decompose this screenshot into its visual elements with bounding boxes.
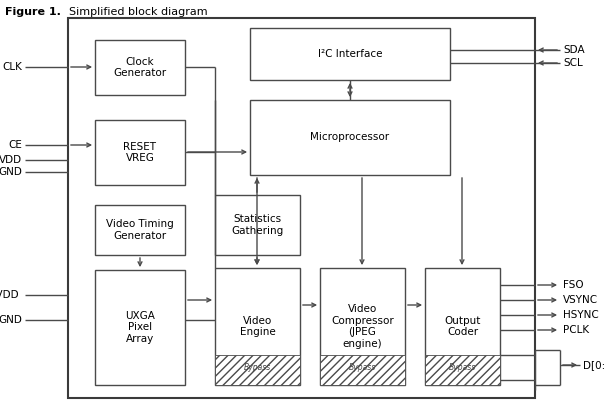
Text: FSO: FSO	[563, 280, 584, 290]
Bar	[95, 205, 185, 255]
Bar	[95, 120, 185, 185]
Text: VDD: VDD	[0, 155, 22, 165]
Bar	[215, 355, 300, 385]
Text: Output
Coder: Output Coder	[444, 316, 481, 337]
Bar	[320, 355, 405, 385]
Text: Video Timing
Generator: Video Timing Generator	[106, 219, 174, 241]
Bar	[68, 18, 535, 398]
Bar	[425, 355, 500, 385]
Text: Microprocessor: Microprocessor	[310, 133, 390, 142]
Bar	[95, 40, 185, 95]
Text: HSYNC: HSYNC	[563, 310, 599, 320]
Text: Video
Engine: Video Engine	[240, 316, 275, 337]
Text: CLK: CLK	[2, 62, 22, 72]
Bar	[215, 195, 300, 255]
Text: Bypass: Bypass	[349, 364, 376, 373]
Bar	[250, 100, 450, 175]
Text: Statistics
Gathering: Statistics Gathering	[231, 214, 284, 236]
Text: VSYNC: VSYNC	[563, 295, 598, 305]
Bar	[425, 268, 500, 385]
Text: I²C Interface: I²C Interface	[318, 49, 382, 59]
Text: Simplified block diagram: Simplified block diagram	[55, 7, 208, 17]
Bar	[215, 268, 300, 385]
Text: D[0:7]: D[0:7]	[583, 360, 605, 370]
Text: SCL: SCL	[563, 58, 583, 68]
Bar	[250, 28, 450, 80]
Text: GND: GND	[0, 315, 22, 325]
Text: CE: CE	[8, 140, 22, 150]
Text: Bypass: Bypass	[449, 364, 476, 373]
Text: SDA: SDA	[563, 45, 584, 55]
Bar	[320, 268, 405, 385]
Text: Video
Compressor
(JPEG
engine): Video Compressor (JPEG engine)	[331, 304, 394, 349]
Text: Clock
Generator: Clock Generator	[114, 57, 166, 78]
Text: RESET
VREG: RESET VREG	[123, 142, 157, 163]
Bar	[95, 270, 185, 385]
Text: AVDD: AVDD	[0, 290, 20, 300]
Text: PCLK: PCLK	[563, 325, 589, 335]
Text: Figure 1.: Figure 1.	[5, 7, 61, 17]
Text: Bypass: Bypass	[244, 364, 271, 373]
Text: UXGA
Pixel
Array: UXGA Pixel Array	[125, 311, 155, 344]
Text: GND: GND	[0, 167, 22, 177]
